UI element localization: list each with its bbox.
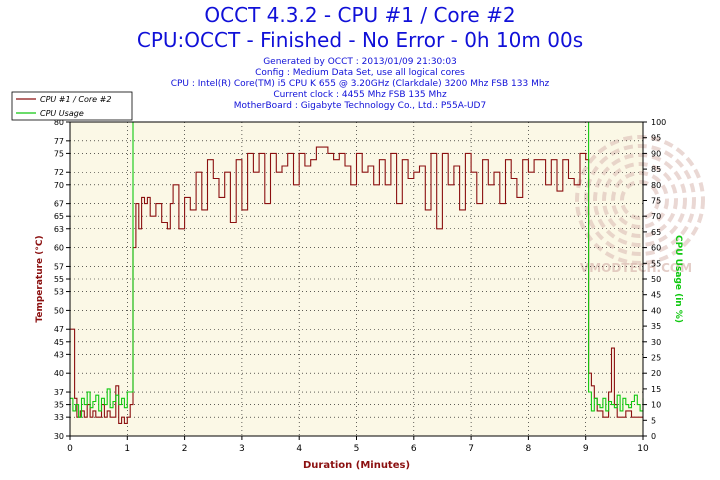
y-right-tick-label: 5 (651, 416, 656, 425)
y-left-tick-label: 33 (54, 413, 64, 422)
y-left-tick-label: 70 (54, 181, 64, 190)
y-left-tick-label: 47 (54, 325, 64, 334)
y-left-tick-label: 67 (54, 200, 64, 209)
y-right-tick-label: 0 (651, 432, 656, 441)
x-tick-label: 2 (182, 444, 188, 454)
info-generated: Generated by OCCT : 2013/01/09 21:30:03 (263, 57, 457, 67)
x-tick-label: 3 (239, 444, 245, 454)
watermark-ring (611, 171, 669, 229)
y-left-tick-label: 45 (54, 338, 64, 347)
y-left-tick-label: 75 (54, 149, 64, 158)
x-tick-label: 10 (637, 444, 649, 454)
y-right-tick-label: 30 (651, 338, 661, 347)
y-right-tick-label: 10 (651, 401, 661, 410)
y-left-tick-label: 57 (54, 262, 64, 271)
x-tick-label: 4 (296, 444, 302, 454)
y-left-tick-label: 43 (54, 350, 64, 359)
y-right-tick-label: 15 (651, 385, 661, 394)
y-right-tick-label: 100 (651, 118, 666, 127)
watermark-logo: VMODTECH.COM (575, 135, 705, 275)
watermark-text: VMODTECH.COM (580, 261, 692, 275)
y-left-tick-label: 77 (54, 137, 64, 146)
y-left-tick-label: 40 (54, 369, 64, 378)
y-axis-label-left: Temperature (°C) (35, 235, 45, 322)
y-left-tick-label: 30 (54, 432, 64, 441)
y-left-tick-label: 53 (54, 288, 64, 297)
info-config: Config : Medium Data Set, use all logica… (255, 68, 465, 78)
x-tick-label: 9 (583, 444, 589, 454)
watermark-ring (575, 135, 705, 265)
y-right-tick-label: 20 (651, 369, 661, 378)
x-tick-label: 7 (468, 444, 474, 454)
legend: CPU #1 / Core #2 CPU Usage (11, 91, 133, 121)
y-left-tick-label: 72 (54, 168, 64, 177)
legend-box (11, 91, 133, 121)
info-motherboard: MotherBoard : Gigabyte Technology Co., L… (233, 101, 487, 111)
x-tick-label: 1 (124, 444, 130, 454)
x-axis-label: Duration (Minutes) (303, 460, 410, 471)
info-cpu: CPU : Intel(R) Core(TM) i5 CPU K 655 @ 3… (170, 79, 550, 89)
y-left-tick-label: 63 (54, 225, 64, 234)
legend-label-usage: CPU Usage (40, 109, 84, 118)
y-right-tick-label: 50 (651, 275, 661, 284)
y-right-tick-label: 70 (651, 212, 661, 221)
chart-subtitle: CPU:OCCT - Finished - No Error - 0h 10m … (136, 28, 584, 52)
y-left-tick-label: 60 (54, 244, 64, 253)
y-right-tick-label: 40 (651, 306, 661, 315)
y-right-tick-label: 80 (651, 181, 661, 190)
y-axis-label-right: CPU Usage (in %) (673, 235, 683, 323)
x-tick-label: 6 (411, 444, 417, 454)
legend-label-temperature: CPU #1 / Core #2 (40, 95, 111, 104)
y-right-tick-label: 55 (651, 259, 661, 268)
series-line-temperature (70, 146, 643, 424)
y-right-tick-label: 90 (651, 149, 661, 158)
chart-title: OCCT 4.3.2 - CPU #1 / Core #2 (204, 3, 516, 27)
watermark-ring (593, 153, 687, 247)
watermark-ring (584, 144, 696, 256)
y-right-tick-label: 65 (651, 228, 661, 237)
y-left-tick-label: 65 (54, 212, 64, 221)
watermark-ring (620, 180, 660, 220)
x-tick-label: 8 (526, 444, 532, 454)
info-clock: Current clock : 4455 Mhz FSB 135 Mhz (273, 90, 447, 100)
y-right-tick-label: 95 (651, 134, 661, 143)
y-right-tick-label: 85 (651, 165, 661, 174)
y-right-tick-label: 25 (651, 354, 661, 363)
y-right-tick-label: 35 (651, 322, 661, 331)
y-left-tick-label: 80 (54, 118, 64, 127)
y-left-tick-label: 55 (54, 275, 64, 284)
x-tick-label: 5 (354, 444, 360, 454)
axes: 0 1 2 3 4 5 6 7 8 9 103033353740434547505355576063… (54, 118, 666, 454)
y-right-tick-label: 60 (651, 244, 661, 253)
x-tick-label: 0 (67, 444, 73, 454)
y-right-tick-label: 75 (651, 197, 661, 206)
y-right-tick-label: 45 (651, 291, 661, 300)
y-left-tick-label: 35 (54, 401, 64, 410)
y-left-tick-label: 37 (54, 388, 64, 397)
watermark-ring (602, 162, 678, 238)
y-left-tick-label: 50 (54, 306, 64, 315)
